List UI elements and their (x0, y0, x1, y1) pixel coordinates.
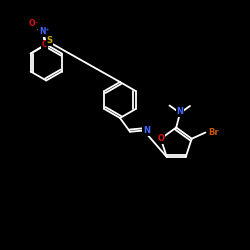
Text: N: N (143, 126, 150, 135)
Text: S: S (46, 36, 52, 46)
Text: O⁻: O⁻ (28, 19, 39, 28)
Text: N⁺: N⁺ (39, 28, 50, 36)
Text: Br: Br (208, 128, 219, 137)
Text: O: O (41, 40, 48, 50)
Text: N: N (176, 107, 184, 116)
Text: O: O (157, 134, 164, 143)
